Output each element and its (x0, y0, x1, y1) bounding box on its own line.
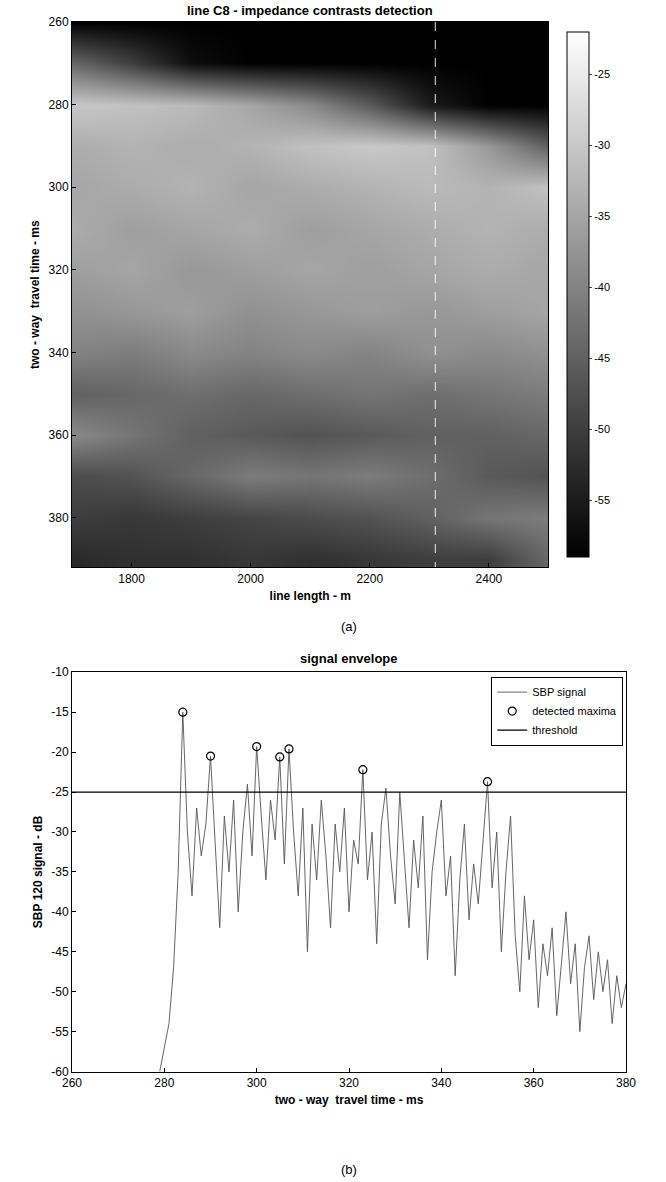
svg-text:detected maxima: detected maxima (532, 705, 617, 717)
svg-text:280: 280 (49, 98, 69, 112)
svg-text:-35: -35 (51, 865, 69, 879)
svg-text:-35: -35 (594, 210, 610, 222)
svg-text:two - way travel time - ms: two - way travel time - ms (275, 1093, 424, 1107)
svg-text:2200: 2200 (356, 572, 383, 586)
svg-text:2400: 2400 (476, 572, 503, 586)
svg-text:SBP signal: SBP signal (532, 686, 586, 698)
svg-text:two - way travel time - ms: two - way travel time - ms (28, 220, 42, 369)
svg-text:(a): (a) (341, 619, 357, 634)
svg-text:-25: -25 (594, 68, 610, 80)
svg-text:-40: -40 (594, 281, 610, 293)
svg-text:380: 380 (49, 511, 69, 525)
svg-text:threshold: threshold (532, 724, 577, 736)
svg-text:line C8 - impedance contrasts: line C8 - impedance contrasts detection (187, 3, 433, 18)
svg-text:-30: -30 (51, 825, 69, 839)
svg-text:360: 360 (524, 1076, 544, 1090)
svg-text:-45: -45 (51, 945, 69, 959)
svg-text:-40: -40 (51, 905, 69, 919)
svg-text:line length - m: line length - m (270, 589, 351, 603)
svg-text:-60: -60 (51, 1065, 69, 1079)
svg-text:-20: -20 (51, 745, 69, 759)
svg-text:-10: -10 (51, 665, 69, 679)
svg-text:340: 340 (49, 346, 69, 360)
svg-text:320: 320 (49, 263, 69, 277)
svg-text:-50: -50 (51, 985, 69, 999)
svg-text:260: 260 (62, 1076, 82, 1090)
svg-text:SBP 120 signal - dB: SBP 120 signal - dB (31, 815, 45, 928)
svg-text:280: 280 (154, 1076, 174, 1090)
svg-text:-50: -50 (594, 423, 610, 435)
svg-text:(b): (b) (341, 1162, 357, 1177)
svg-text:-25: -25 (51, 785, 69, 799)
svg-text:-15: -15 (51, 705, 69, 719)
svg-text:300: 300 (49, 180, 69, 194)
svg-text:signal envelope: signal envelope (300, 651, 398, 666)
svg-text:380: 380 (616, 1076, 636, 1090)
svg-text:-45: -45 (594, 352, 610, 364)
svg-text:-30: -30 (594, 139, 610, 151)
svg-text:340: 340 (431, 1076, 451, 1090)
svg-text:-55: -55 (51, 1025, 69, 1039)
svg-text:300: 300 (247, 1076, 267, 1090)
svg-text:1800: 1800 (118, 572, 145, 586)
svg-text:260: 260 (49, 15, 69, 29)
svg-text:-55: -55 (594, 494, 610, 506)
svg-text:2000: 2000 (237, 572, 264, 586)
svg-text:360: 360 (49, 428, 69, 442)
svg-text:320: 320 (339, 1076, 359, 1090)
